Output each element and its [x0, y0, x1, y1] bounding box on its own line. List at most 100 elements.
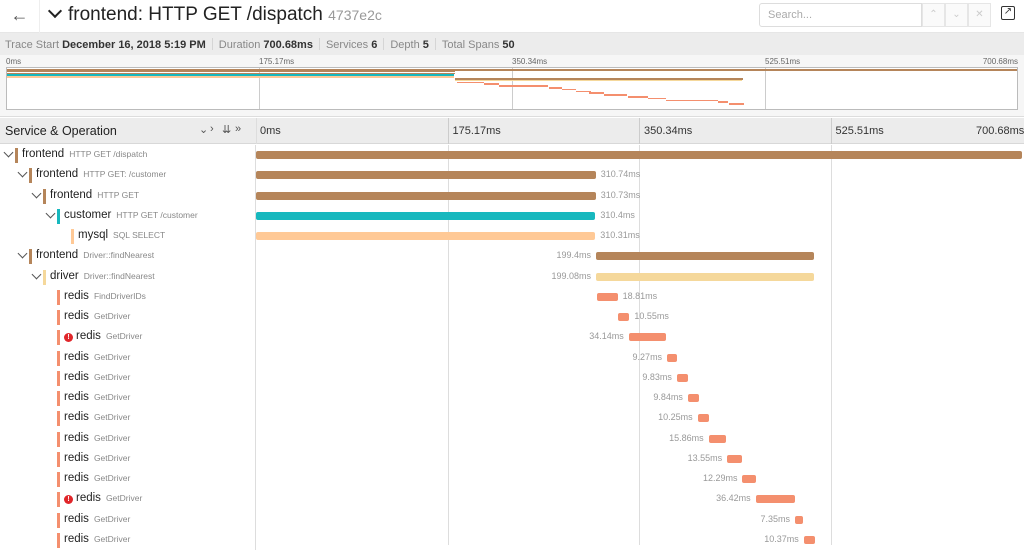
span-name-cell[interactable]: customer HTTP GET /customer — [0, 205, 256, 226]
span-row[interactable]: redis GetDriver 10.37ms — [0, 529, 1024, 550]
span-row[interactable]: driver Driver::findNearest 199.08ms — [0, 266, 1024, 287]
span-name-cell[interactable]: redis GetDriver — [0, 469, 256, 490]
collapse-one-icon[interactable]: ⌄ — [199, 124, 209, 136]
column-divider[interactable] — [256, 118, 257, 144]
chevron-down-icon[interactable] — [17, 248, 28, 259]
span-row[interactable]: ! redis GetDriver 34.14ms — [0, 327, 1024, 348]
span-bar[interactable] — [794, 515, 803, 524]
span-bar[interactable] — [676, 373, 688, 382]
span-label[interactable]: redis GetDriver — [64, 310, 130, 322]
span-bar[interactable] — [667, 353, 678, 362]
span-label[interactable]: mysql SQL SELECT — [78, 229, 165, 241]
span-bar[interactable] — [697, 414, 709, 423]
span-row[interactable]: redis GetDriver 10.25ms — [0, 408, 1024, 429]
span-row[interactable]: frontend HTTP GET: /customer 310.74ms — [0, 165, 1024, 186]
span-name-cell[interactable]: redis GetDriver — [0, 347, 256, 368]
span-bar[interactable] — [256, 232, 596, 240]
chevron-down-icon[interactable] — [31, 269, 42, 279]
span-row[interactable]: redis GetDriver 15.86ms — [0, 428, 1024, 449]
span-bar[interactable] — [595, 272, 814, 281]
span-row[interactable]: redis FindDriverIDs 18.81ms — [0, 286, 1024, 307]
span-name-cell[interactable]: redis GetDriver — [0, 428, 256, 449]
span-bar[interactable] — [597, 292, 618, 301]
span-name-cell[interactable]: redis GetDriver — [0, 367, 256, 388]
span-row[interactable]: frontend Driver::findNearest 199.4ms — [0, 246, 1024, 267]
span-label[interactable]: ! redis GetDriver — [64, 330, 142, 343]
chevron-down-icon[interactable] — [31, 188, 42, 198]
span-name-cell[interactable]: frontend HTTP GET: /customer — [0, 165, 256, 186]
span-name-cell[interactable]: redis GetDriver — [0, 448, 256, 469]
span-bar[interactable] — [803, 535, 816, 544]
search-input[interactable] — [759, 3, 922, 27]
span-label[interactable]: redis GetDriver — [64, 513, 130, 525]
span-bar[interactable] — [256, 171, 596, 180]
span-name-cell[interactable]: mysql SQL SELECT — [0, 226, 256, 247]
chevron-down-icon[interactable] — [17, 167, 28, 178]
minimap-canvas[interactable] — [6, 67, 1018, 110]
trace-title[interactable]: frontend: HTTP GET /dispatch 4737e2c — [47, 3, 382, 26]
span-bar[interactable] — [727, 454, 742, 463]
trace-minimap[interactable]: 0ms 175.17ms 350.34ms 525.51ms 700.68ms — [0, 55, 1024, 117]
span-bar[interactable] — [256, 211, 596, 220]
chevron-down-icon[interactable] — [47, 3, 63, 19]
span-row[interactable]: redis GetDriver 10.55ms — [0, 307, 1024, 328]
span-row[interactable]: redis GetDriver 9.27ms — [0, 347, 1024, 368]
external-link-button[interactable]: ↗ — [1001, 6, 1015, 20]
span-name-cell[interactable]: redis GetDriver — [0, 529, 256, 550]
span-row[interactable]: redis GetDriver 9.84ms — [0, 388, 1024, 409]
span-label[interactable]: ! redis GetDriver — [64, 492, 142, 505]
span-bar[interactable] — [742, 475, 756, 483]
span-row[interactable]: redis GetDriver 7.35ms — [0, 509, 1024, 530]
span-label[interactable]: customer HTTP GET /customer — [64, 209, 198, 221]
span-row[interactable]: frontend HTTP GET 310.73ms — [0, 185, 1024, 206]
span-name-cell[interactable]: ! redis GetDriver — [0, 327, 256, 348]
span-label[interactable]: redis GetDriver — [64, 472, 130, 484]
span-label[interactable]: driver Driver::findNearest — [50, 270, 155, 282]
span-name-cell[interactable]: redis GetDriver — [0, 509, 256, 530]
span-label[interactable]: redis GetDriver — [64, 351, 130, 363]
span-name-cell[interactable]: ! redis GetDriver — [0, 489, 256, 510]
span-label[interactable]: frontend HTTP GET — [50, 189, 139, 201]
span-label[interactable]: redis FindDriverIDs — [64, 290, 146, 302]
span-row[interactable]: redis GetDriver 9.83ms — [0, 367, 1024, 388]
span-label[interactable]: redis GetDriver — [64, 533, 130, 545]
chevron-down-icon[interactable] — [45, 208, 56, 219]
expand-one-icon[interactable]: › — [210, 123, 214, 135]
next-result-button[interactable]: ⌄ — [945, 3, 968, 27]
span-row[interactable]: redis GetDriver 12.29ms — [0, 469, 1024, 490]
span-name-cell[interactable]: redis GetDriver — [0, 388, 256, 409]
span-label[interactable]: frontend HTTP GET: /customer — [36, 168, 166, 180]
span-bar[interactable] — [687, 394, 699, 402]
span-row[interactable]: customer HTTP GET /customer 310.4ms — [0, 205, 1024, 226]
span-name-cell[interactable]: frontend Driver::findNearest — [0, 246, 256, 267]
span-bar[interactable] — [628, 333, 667, 342]
span-name-cell[interactable]: redis GetDriver — [0, 307, 256, 328]
prev-result-button[interactable]: ⌃ — [922, 3, 945, 27]
span-label[interactable]: redis GetDriver — [64, 432, 130, 444]
span-label[interactable]: redis GetDriver — [64, 371, 130, 383]
clear-search-button[interactable]: ✕ — [968, 3, 991, 27]
span-label[interactable]: redis GetDriver — [64, 411, 130, 423]
span-row[interactable]: mysql SQL SELECT 310.31ms — [0, 226, 1024, 247]
span-name-cell[interactable]: frontend HTTP GET — [0, 185, 256, 206]
span-bar[interactable] — [617, 313, 630, 321]
span-name-cell[interactable]: redis FindDriverIDs — [0, 286, 256, 307]
span-bar[interactable] — [755, 495, 796, 504]
span-row[interactable]: ! redis GetDriver 36.42ms — [0, 489, 1024, 510]
chevron-down-icon[interactable] — [3, 147, 14, 158]
span-label[interactable]: redis GetDriver — [64, 391, 130, 403]
collapse-all-icon[interactable]: ⇊ — [222, 124, 232, 136]
expand-all-icon[interactable]: » — [235, 123, 242, 135]
span-row[interactable]: redis GetDriver 13.55ms — [0, 448, 1024, 469]
span-bar[interactable] — [256, 151, 1022, 159]
span-bar[interactable] — [708, 434, 726, 443]
span-bar[interactable] — [595, 252, 814, 261]
span-name-cell[interactable]: frontend HTTP GET /dispatch — [0, 145, 256, 166]
span-name-cell[interactable]: driver Driver::findNearest — [0, 266, 256, 287]
span-name-cell[interactable]: redis GetDriver — [0, 408, 256, 429]
span-label[interactable]: frontend Driver::findNearest — [36, 249, 154, 261]
back-button[interactable]: ← — [0, 0, 40, 33]
span-label[interactable]: frontend HTTP GET /dispatch — [22, 148, 147, 160]
span-label[interactable]: redis GetDriver — [64, 452, 130, 464]
